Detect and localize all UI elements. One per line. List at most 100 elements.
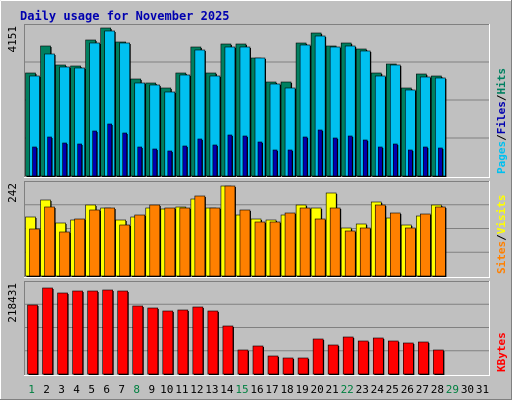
legend-entry-hits-4: Hits — [495, 68, 508, 95]
bar-kbytes-kbytes-3 — [57, 292, 68, 375]
bar-hits-pages-14 — [227, 134, 233, 177]
bar-hits-pages-15 — [242, 135, 248, 177]
bar-hits-pages-12 — [197, 138, 203, 177]
bar-sites-sites-20 — [314, 218, 326, 277]
bar-sites-sites-15 — [239, 209, 251, 277]
bar-kbytes-kbytes-14 — [222, 325, 234, 375]
panel-sites-legend: Sites/Visits — [495, 195, 508, 275]
bar-sites-sites-5 — [89, 209, 100, 277]
bar-kbytes-kbytes-21 — [327, 344, 339, 375]
x-tick-label-19: 19 — [295, 383, 308, 396]
x-tick-label-29: 29 — [446, 383, 459, 396]
x-tick-label-16: 16 — [250, 383, 263, 396]
bar-kbytes-kbytes-17 — [267, 355, 279, 375]
bar-hits-pages-26 — [408, 149, 413, 177]
x-tick-label-30: 30 — [461, 383, 474, 396]
x-tick-label-28: 28 — [431, 383, 444, 396]
x-tick-label-31: 31 — [476, 383, 489, 396]
bar-sites-sites-1 — [29, 228, 40, 277]
x-tick-label-4: 4 — [73, 383, 80, 396]
bar-hits-pages-3 — [62, 142, 67, 177]
x-tick-label-1: 1 — [28, 383, 35, 396]
bar-hits-pages-21 — [332, 137, 338, 177]
bar-hits-pages-10 — [167, 150, 173, 177]
bar-sites-sites-25 — [389, 212, 401, 277]
bar-sites-sites-21 — [329, 207, 341, 277]
chart-title: Daily usage for November 2025 — [20, 9, 230, 23]
panel-kbytes-legend: KBytes — [495, 332, 508, 372]
bar-kbytes-kbytes-24 — [372, 337, 384, 375]
bar-kbytes-kbytes-27 — [418, 341, 429, 375]
bar-kbytes-kbytes-25 — [387, 340, 399, 375]
bar-sites-sites-11 — [179, 207, 191, 277]
x-tick-label-5: 5 — [88, 383, 95, 396]
bar-hits-pages-5 — [92, 130, 97, 177]
bar-hits-pages-7 — [122, 132, 128, 177]
bar-sites-sites-6 — [104, 207, 115, 277]
panel-kbytes: 218431 KBytes — [6, 281, 508, 376]
x-tick-label-2: 2 — [43, 383, 50, 396]
x-tick-label-22: 22 — [341, 383, 354, 396]
bar-sites-sites-4 — [74, 218, 85, 277]
bar-kbytes-kbytes-2 — [42, 287, 53, 375]
bar-sites-sites-22 — [344, 230, 356, 277]
bar-hits-pages-24 — [377, 146, 383, 177]
bar-kbytes-kbytes-23 — [357, 340, 369, 375]
bar-hits-pages-22 — [347, 135, 353, 177]
bar-sites-sites-17 — [269, 221, 281, 277]
panel-sites: 242 Sites/Visits — [6, 181, 508, 278]
bar-sites-sites-10 — [164, 207, 176, 277]
bar-hits-pages-20 — [317, 129, 323, 177]
x-tick-label-27: 27 — [416, 383, 429, 396]
bar-kbytes-kbytes-6 — [102, 289, 113, 375]
panel-hits-legend: Pages/Files/Hits — [495, 68, 508, 174]
bar-sites-sites-28 — [435, 206, 446, 277]
bar-hits-pages-2 — [47, 136, 52, 177]
panel-hits-ymax-label: 4151 — [6, 26, 19, 53]
bar-hits-pages-25 — [392, 143, 398, 177]
bar-hits-pages-27 — [423, 146, 428, 177]
bar-kbytes-kbytes-1 — [27, 304, 38, 375]
x-tick-label-25: 25 — [386, 383, 399, 396]
x-tick-label-8: 8 — [133, 383, 140, 396]
bar-hits-pages-4 — [77, 143, 82, 177]
bar-hits-pages-11 — [182, 145, 188, 177]
bar-sites-sites-19 — [299, 207, 311, 277]
bar-sites-sites-23 — [359, 227, 371, 277]
bar-sites-sites-26 — [405, 227, 416, 277]
legend-entry-sites-2: Visits — [495, 195, 508, 235]
x-tick-label-15: 15 — [235, 383, 248, 396]
bar-kbytes-kbytes-13 — [207, 310, 219, 375]
bar-sites-sites-13 — [209, 207, 221, 277]
bar-sites-sites-8 — [134, 214, 146, 277]
legend-entry-sites-1: / — [495, 234, 508, 241]
bar-hits-pages-17 — [272, 149, 278, 177]
x-tick-label-3: 3 — [58, 383, 65, 396]
x-tick-label-17: 17 — [265, 383, 278, 396]
bar-sites-sites-7 — [119, 224, 131, 277]
x-tick-label-9: 9 — [148, 383, 155, 396]
bar-hits-pages-1 — [32, 146, 37, 177]
legend-entry-sites-0: Sites — [495, 241, 508, 274]
x-tick-label-18: 18 — [280, 383, 293, 396]
bar-sites-sites-2 — [44, 206, 55, 277]
bar-sites-sites-9 — [149, 204, 161, 277]
bar-hits-pages-8 — [137, 146, 143, 177]
bar-kbytes-kbytes-12 — [192, 306, 204, 375]
bar-kbytes-kbytes-19 — [297, 357, 309, 375]
x-tick-label-11: 11 — [175, 383, 188, 396]
x-tick-label-13: 13 — [205, 383, 218, 396]
x-tick-label-6: 6 — [103, 383, 110, 396]
legend-entry-hits-1: / — [495, 134, 508, 141]
x-tick-label-23: 23 — [356, 383, 369, 396]
bar-sites-sites-18 — [284, 212, 296, 277]
bar-kbytes-kbytes-4 — [72, 290, 83, 375]
bar-kbytes-kbytes-18 — [282, 357, 294, 375]
bar-sites-sites-12 — [194, 195, 206, 277]
bar-kbytes-kbytes-15 — [237, 349, 249, 375]
legend-entry-hits-2: Files — [495, 101, 508, 134]
bar-kbytes-kbytes-5 — [87, 290, 98, 375]
bar-hits-pages-28 — [438, 147, 443, 177]
